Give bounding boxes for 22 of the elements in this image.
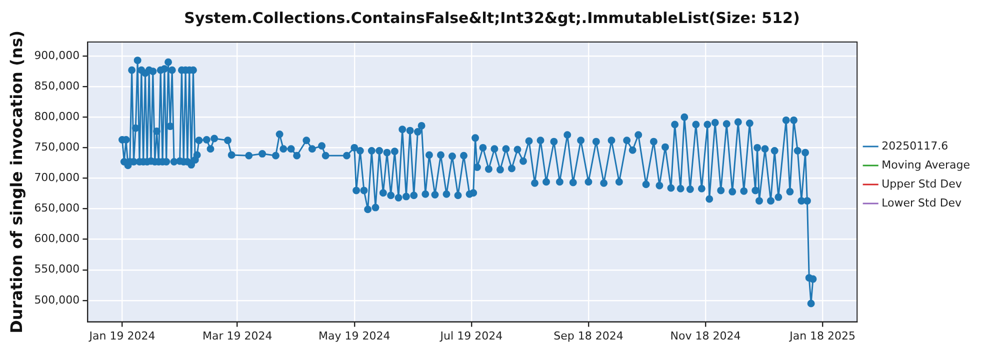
y-axis-title: Duration of single invocation (ns): [6, 30, 26, 334]
chart-title: System.Collections.ContainsFalse&lt;Int32&gt;.ImmutableList(Size: 512): [184, 8, 800, 27]
legend-label: 20250117.6: [882, 139, 948, 152]
y-tick-label: 750,000: [34, 140, 80, 154]
x-tick-label: Jan 18 2025: [788, 329, 856, 342]
legend-label: Moving Average: [882, 158, 970, 172]
y-tick-label: 600,000: [34, 232, 80, 246]
x-tick-label: Sep 18 2024: [554, 329, 624, 342]
x-tick-label: Jul 19 2024: [439, 329, 503, 342]
x-tick-label: May 19 2024: [318, 329, 390, 342]
y-tick-label: 800,000: [34, 110, 80, 123]
legend-label: Upper Std Dev: [882, 177, 962, 190]
legend-label: Lower Std Dev: [882, 196, 962, 210]
y-tick-label: 850,000: [34, 79, 80, 92]
x-tick-label: Mar 19 2024: [202, 329, 272, 342]
y-tick-label: 900,000: [34, 48, 80, 62]
y-tick-label: 700,000: [34, 171, 80, 184]
y-tick-label: 550,000: [34, 262, 80, 276]
y-tick-label: 500,000: [34, 293, 80, 306]
x-tick-label: Nov 18 2024: [670, 329, 741, 342]
x-tick-label: Jan 19 2024: [88, 329, 156, 342]
y-tick-label: 650,000: [34, 202, 80, 215]
